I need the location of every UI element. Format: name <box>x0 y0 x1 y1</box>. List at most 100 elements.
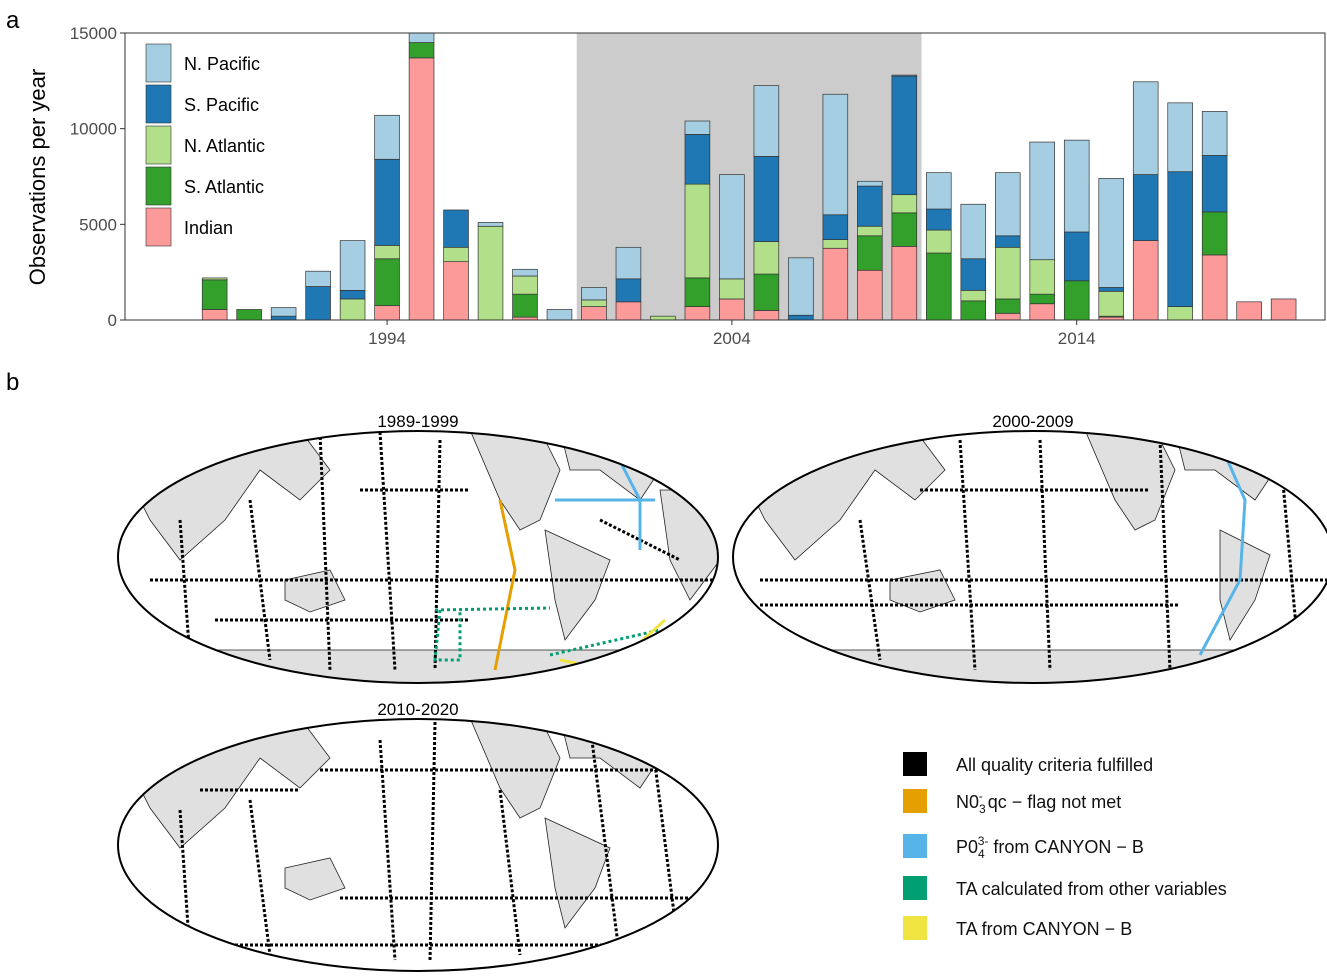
bar-n-pacific-2014 <box>1063 139 1090 233</box>
legend-swatch <box>903 916 927 940</box>
map-legend: All quality criteria fulfilled N03- qc −… <box>903 752 1227 940</box>
tracks-quality <box>150 431 718 671</box>
bar-s-atlantic-2018 <box>1201 211 1228 256</box>
legend-label: S. Pacific <box>184 95 259 115</box>
bar-s-atlantic-1994 <box>374 258 400 307</box>
bar-s-pacific-2007 <box>822 214 849 240</box>
bar-n-atlantic-2008 <box>857 225 883 237</box>
bar-s-pacific-2001 <box>615 278 642 303</box>
bar-n-pacific-2001 <box>615 246 642 280</box>
bar-n-atlantic-1989 <box>201 277 228 281</box>
map-1989-1999: 1989-1999 <box>117 412 719 684</box>
track-ta-calculated <box>433 606 661 662</box>
land-south-america <box>544 529 611 641</box>
bar-s-pacific-2006 <box>788 314 814 321</box>
bar-n-atlantic-2007 <box>822 239 849 249</box>
legend-swatch <box>903 876 927 900</box>
bar-n-pacific-2005 <box>753 85 780 157</box>
legend-item-po4-canyon: P043- from CANYON − B <box>903 834 1144 861</box>
bar-n-pacific-2012 <box>994 172 1021 237</box>
bar-indian-1996 <box>443 261 469 321</box>
bar-indian-2008 <box>857 269 883 321</box>
bar-s-pacific-2012 <box>994 235 1021 248</box>
bar-indian-2009 <box>891 245 918 321</box>
bar-s-atlantic-2003 <box>684 277 711 307</box>
bar-s-atlantic-2011 <box>960 300 987 321</box>
bar-n-atlantic-2013 <box>1029 259 1056 295</box>
legend-item-all-quality: All quality criteria fulfilled <box>903 752 1153 776</box>
bar-n-pacific-2004 <box>719 174 745 280</box>
bar-s-atlantic-2010 <box>926 252 952 321</box>
land-north-america <box>469 719 561 819</box>
y-tick-label: 10000 <box>70 120 117 139</box>
bar-n-pacific-2013 <box>1029 141 1056 261</box>
track-no3-flag <box>493 499 517 671</box>
bar-n-pacific-1998 <box>512 268 538 277</box>
bar-n-atlantic-2005 <box>753 241 780 275</box>
bar-indian-2005 <box>753 310 780 321</box>
land-australia <box>284 857 346 901</box>
bar-n-atlantic-2004 <box>719 278 745 300</box>
legend-item-s-pacific: S. Pacific <box>145 84 259 124</box>
bar-n-pacific-1993 <box>339 240 366 291</box>
bar-n-atlantic-2011 <box>960 289 987 302</box>
legend-item-ta-canyon: TA from CANYON − B <box>903 916 1132 940</box>
bar-indian-2020 <box>1270 298 1297 321</box>
bar-n-pacific-2006 <box>788 257 814 316</box>
bar-indian-1994 <box>374 305 400 321</box>
bar-indian-2000 <box>581 306 607 321</box>
bar-indian-2007 <box>822 247 849 321</box>
bar-n-atlantic-2000 <box>581 299 607 307</box>
bar-s-pacific-2018 <box>1201 155 1228 213</box>
bar-n-pacific-2008 <box>857 180 883 187</box>
legend-swatch <box>145 43 172 83</box>
legend-item-s-atlantic: S. Atlantic <box>145 166 264 206</box>
bar-n-pacific-2007 <box>822 93 849 216</box>
legend-label: TA calculated from other variables <box>956 879 1227 899</box>
bar-s-atlantic-1989 <box>201 279 228 310</box>
map-border <box>117 430 719 684</box>
bar-n-pacific-2000 <box>581 287 607 301</box>
legend: N. Pacific S. Pacific N. Atlantic S. Atl… <box>145 43 265 247</box>
bar-indian-1989 <box>201 309 228 321</box>
bar-s-pacific-2011 <box>960 258 987 291</box>
legend-swatch <box>903 752 927 776</box>
y-tick-label: 5000 <box>79 215 117 234</box>
y-tick-label: 15000 <box>70 24 117 43</box>
bar-n-atlantic-2015 <box>1098 290 1124 317</box>
bar-n-pacific-2003 <box>684 120 711 135</box>
bar-s-pacific-1993 <box>339 289 366 300</box>
bar-n-atlantic-2010 <box>926 229 952 254</box>
bar-s-atlantic-2012 <box>994 298 1021 314</box>
panel-a-label: a <box>6 7 20 34</box>
legend-swatch <box>145 125 172 165</box>
ocean <box>733 431 1327 683</box>
legend-label: N. Pacific <box>184 54 260 74</box>
y-axis: 0 5000 10000 15000 <box>70 24 125 330</box>
land-antarctica <box>733 649 1327 683</box>
map-border <box>732 430 1327 684</box>
x-axis: 1994 2004 2014 <box>368 320 1096 348</box>
bar-n-pacific-2015 <box>1098 178 1124 288</box>
bar-n-pacific-1997 <box>477 222 504 227</box>
bar-s-atlantic-1998 <box>512 293 538 318</box>
bar-indian-2004 <box>719 298 745 321</box>
bar-n-pacific-2016 <box>1132 81 1159 175</box>
bar-s-atlantic-2014 <box>1063 280 1090 321</box>
legend-label: N. Atlantic <box>184 136 265 156</box>
plot-frame <box>124 32 1326 321</box>
bar-indian-2003 <box>684 306 711 321</box>
legend-label: Indian <box>184 218 233 238</box>
bar-s-atlantic-2005 <box>753 273 780 311</box>
bar-n-pacific-1994 <box>374 114 400 160</box>
bar-s-pacific-2010 <box>926 208 952 231</box>
legend-swatch <box>145 84 172 124</box>
bar-indian-2016 <box>1132 240 1159 321</box>
land-antarctica <box>118 649 718 683</box>
bar-s-pacific-2008 <box>857 185 883 227</box>
land-north-america <box>1084 431 1176 531</box>
bar-indian-2018 <box>1201 254 1228 321</box>
bar-n-pacific-2010 <box>926 172 952 210</box>
bar-s-pacific-2005 <box>753 156 780 242</box>
